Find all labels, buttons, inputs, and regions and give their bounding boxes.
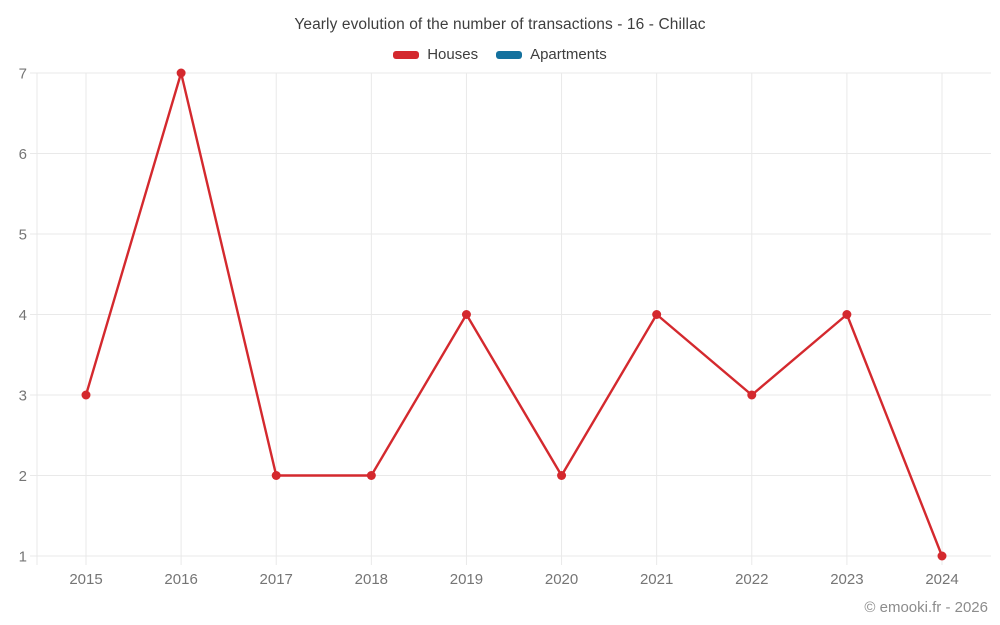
x-axis-tick-label: 2019 — [450, 571, 483, 588]
houses-data-point[interactable] — [461, 310, 471, 319]
houses-data-point[interactable] — [652, 310, 662, 319]
y-axis-tick-label: 2 — [19, 468, 27, 485]
y-axis-tick-label: 6 — [19, 146, 27, 163]
legend-label-houses: Houses — [427, 46, 479, 63]
y-axis-tick-label: 5 — [19, 227, 27, 244]
chart-legend: Houses Apartments — [0, 46, 1000, 63]
x-axis-tick-label: 2023 — [830, 571, 863, 588]
footer-credit-link[interactable]: © emooki.fr - 2026 — [864, 599, 988, 616]
houses-data-point[interactable] — [747, 390, 757, 400]
x-axis-tick-label: 2017 — [260, 571, 293, 588]
legend-item-apartments[interactable]: Apartments — [496, 46, 607, 63]
y-axis-tick-label: 3 — [19, 388, 27, 405]
y-axis-tick-label: 7 — [19, 66, 27, 83]
legend-item-houses[interactable]: Houses — [393, 46, 478, 63]
chart-title: Yearly evolution of the number of transa… — [294, 16, 706, 33]
x-axis-tick-label: 2020 — [545, 571, 578, 588]
houses-data-point[interactable] — [557, 471, 567, 480]
x-axis-tick-label: 2021 — [640, 571, 673, 588]
apartments-series-swatch-icon — [496, 50, 523, 59]
x-axis-tick-label: 2024 — [925, 571, 958, 588]
houses-data-point[interactable] — [937, 551, 947, 561]
houses-series-swatch-icon — [393, 50, 420, 59]
x-axis-tick-label: 2016 — [164, 571, 197, 588]
x-axis-tick-label: 2015 — [69, 571, 102, 588]
houses-data-point[interactable] — [366, 471, 376, 480]
houses-series-line — [84, 71, 944, 558]
houses-data-point[interactable] — [271, 471, 281, 480]
y-axis-tick-label: 1 — [19, 549, 27, 566]
y-axis-tick-label: 4 — [19, 307, 27, 324]
houses-data-point[interactable] — [842, 310, 852, 319]
x-axis-tick-label: 2022 — [735, 571, 768, 588]
x-axis-tick-label: 2018 — [355, 571, 388, 588]
houses-data-point[interactable] — [81, 390, 91, 400]
houses-data-point[interactable] — [176, 68, 186, 78]
legend-label-apartments: Apartments — [530, 46, 607, 63]
